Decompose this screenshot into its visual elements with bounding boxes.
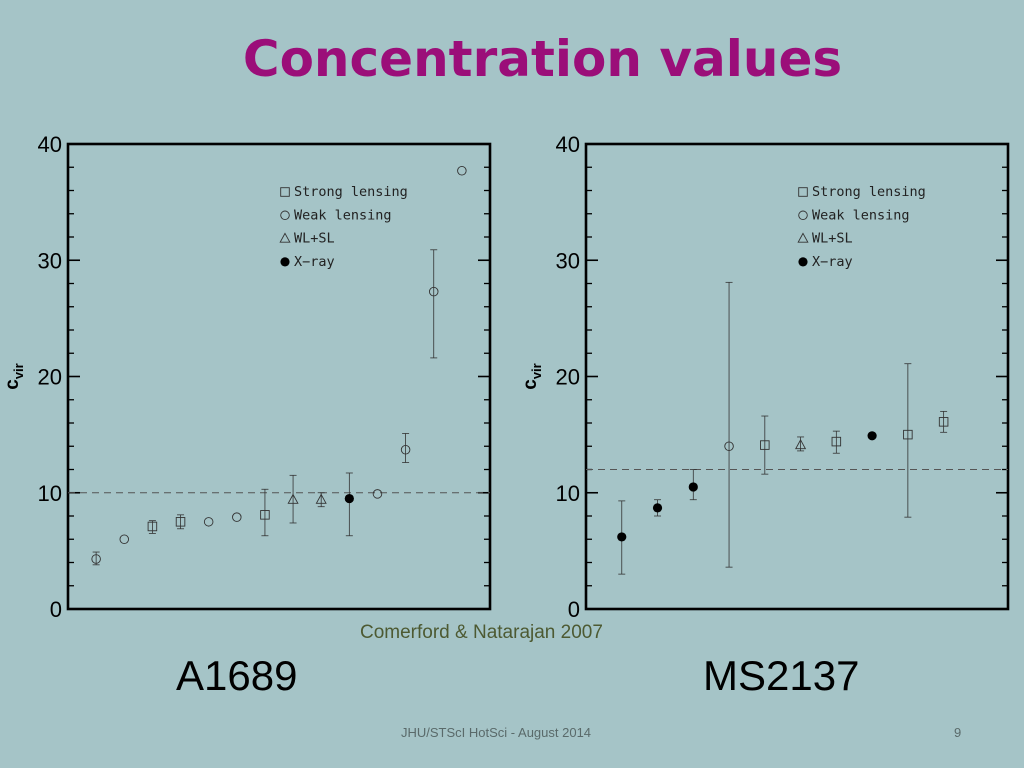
y-axis-label-subscript: vir <box>11 363 26 379</box>
plot-frame <box>66 142 492 611</box>
chart-ms2137: 0 10 20 30 40 cvir Strong lensing Weak lensing W… <box>520 132 1010 622</box>
y-tick-label: 40 <box>556 132 580 157</box>
data-point-circle <box>428 286 439 297</box>
data-point-square <box>260 510 270 520</box>
plot-a1689: 0 10 20 30 40 cvir Strong lensing Weak lensing W… <box>0 128 492 622</box>
legend-marker-square <box>280 187 290 197</box>
data-point-triangle <box>795 438 807 450</box>
legend-marker-circle <box>280 210 290 221</box>
y-axis-label-main: c <box>520 379 541 390</box>
chart-a1689: 0 10 20 30 40 cvir Strong lensing Weak lensing W… <box>2 132 492 622</box>
data-point-circle <box>91 554 101 564</box>
panel-label-a1689: A1689 <box>176 652 298 699</box>
y-tick-label: 20 <box>38 365 62 390</box>
plot-ms2137: 0 10 20 30 40 cvir Strong lensing Weak lensing W… <box>518 128 1010 622</box>
data-point-triangle <box>315 493 327 504</box>
y-axis-label-subscript: vir <box>529 363 544 379</box>
y-tick-label: 0 <box>50 597 62 622</box>
y-tick-label: 0 <box>568 597 580 622</box>
legend-marker-filled-circle <box>798 257 808 267</box>
legend-marker-square <box>798 187 808 197</box>
legend-marker-triangle <box>797 232 809 243</box>
credit-citation: Comerford & Natarajan 2007 <box>360 622 603 643</box>
data-point-circle <box>724 441 734 452</box>
y-axis-label: cvir <box>520 363 544 389</box>
plot-frame <box>584 142 1010 611</box>
data-point-square <box>760 440 770 450</box>
legend-marker-circle <box>798 210 808 221</box>
data-point-circle <box>372 489 383 499</box>
data-point-circle <box>457 165 467 176</box>
legend-label: Weak lensing <box>812 207 910 223</box>
y-axis-label-main: c <box>2 379 23 390</box>
data-point-filled-circle <box>688 482 698 492</box>
legend-label: X−ray <box>812 254 853 270</box>
legend-label: X−ray <box>294 254 335 270</box>
data-point-circle <box>203 517 214 527</box>
data-point-circle <box>400 444 411 455</box>
y-axis-label: cvir <box>2 363 26 389</box>
legend-label: WL+SL <box>294 231 335 247</box>
y-tick-label: 40 <box>38 132 62 157</box>
data-point-circle <box>119 534 130 545</box>
data-point-filled-circle <box>617 532 627 542</box>
legend-label: Strong lensing <box>812 184 926 200</box>
data-point-circle <box>232 512 242 522</box>
legend-label: Strong lensing <box>294 184 408 200</box>
legend-marker-filled-circle <box>280 257 290 267</box>
y-tick-label: 30 <box>556 248 580 273</box>
y-tick-label: 30 <box>38 248 62 273</box>
page-number: 9 <box>954 725 962 740</box>
panel-label-ms2137: MS2137 <box>703 652 860 699</box>
y-tick-label: 10 <box>556 481 580 506</box>
data-point-square <box>147 521 158 532</box>
legend-label: WL+SL <box>812 231 853 247</box>
data-point-square <box>831 436 842 447</box>
legend-label: Weak lensing <box>294 207 392 223</box>
data-point-filled-circle <box>344 493 354 504</box>
data-point-filled-circle <box>867 431 877 441</box>
data-point-triangle <box>287 493 299 504</box>
legend-marker-triangle <box>279 232 291 243</box>
data-point-square <box>938 417 949 427</box>
y-tick-label: 10 <box>38 481 62 506</box>
data-point-square <box>903 429 913 440</box>
data-point-filled-circle <box>652 503 663 513</box>
data-point-square <box>175 517 186 527</box>
footer-text: JHU/STScI HotSci - August 2014 <box>401 725 592 740</box>
slide-title: Concentration values <box>242 30 843 88</box>
y-tick-label: 20 <box>556 365 580 390</box>
